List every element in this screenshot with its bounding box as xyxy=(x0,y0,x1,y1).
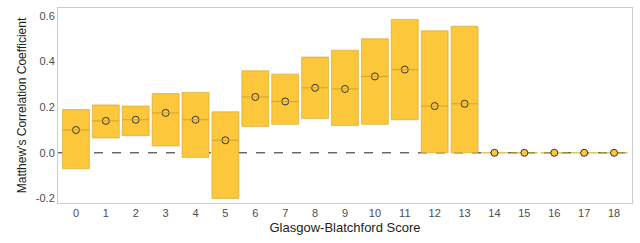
svg-text:4: 4 xyxy=(192,207,198,219)
svg-text:0: 0 xyxy=(73,207,79,219)
svg-text:Glasgow-Blatchford Score: Glasgow-Blatchford Score xyxy=(269,220,420,235)
svg-text:18: 18 xyxy=(608,207,620,219)
svg-text:12: 12 xyxy=(429,207,441,219)
svg-text:10: 10 xyxy=(369,207,381,219)
svg-text:9: 9 xyxy=(342,207,348,219)
svg-text:0.0: 0.0 xyxy=(40,147,55,159)
svg-text:3: 3 xyxy=(163,207,169,219)
svg-text:17: 17 xyxy=(578,207,590,219)
svg-text:5: 5 xyxy=(222,207,228,219)
svg-text:2: 2 xyxy=(133,207,139,219)
svg-text:7: 7 xyxy=(282,207,288,219)
svg-text:0.6: 0.6 xyxy=(40,10,55,22)
svg-text:8: 8 xyxy=(312,207,318,219)
svg-text:-0.2: -0.2 xyxy=(36,192,55,204)
svg-text:Matthew's Correlation Coeffici: Matthew's Correlation Coefficient xyxy=(15,17,29,193)
svg-text:0.4: 0.4 xyxy=(40,55,55,67)
svg-text:11: 11 xyxy=(399,207,410,219)
svg-text:1: 1 xyxy=(103,207,109,219)
svg-text:14: 14 xyxy=(488,207,500,219)
svg-text:0.2: 0.2 xyxy=(40,101,55,113)
svg-text:6: 6 xyxy=(252,207,258,219)
svg-text:16: 16 xyxy=(548,207,560,219)
svg-text:13: 13 xyxy=(458,207,470,219)
svg-text:15: 15 xyxy=(518,207,530,219)
